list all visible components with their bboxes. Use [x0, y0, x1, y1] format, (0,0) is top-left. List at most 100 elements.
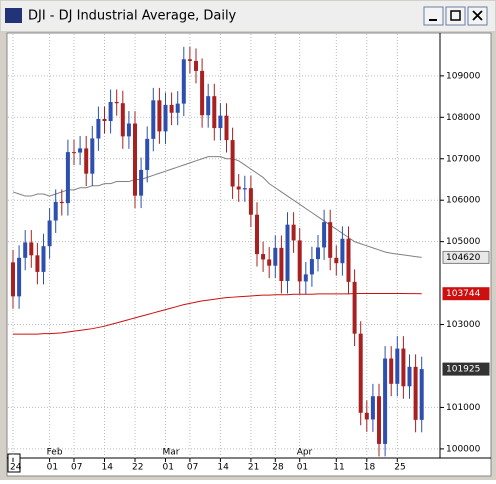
candle-body [395, 348, 400, 384]
candle-body [279, 247, 284, 282]
candle-body [273, 247, 278, 266]
x-tick-label: 07 [187, 463, 198, 473]
candle-body [218, 115, 223, 129]
candle-body [340, 238, 345, 264]
candle-body [328, 222, 333, 258]
candle-body [120, 103, 125, 137]
candle-body [383, 358, 388, 444]
candle-body [17, 257, 22, 297]
candle-body [255, 214, 259, 255]
x-tick-label: 01 [297, 463, 308, 473]
y-tick-label: 108000 [446, 113, 481, 123]
last-value-box [442, 250, 490, 264]
candle-body [187, 59, 192, 61]
candle-body [297, 240, 302, 282]
candle-body [133, 123, 137, 196]
last-value-box [442, 287, 490, 301]
x-tick-label: 14 [217, 463, 229, 473]
last-value-label: 104620 [446, 253, 481, 263]
app-icon [5, 8, 22, 23]
moving-average-line [12, 156, 422, 258]
candle-body [194, 60, 198, 71]
y-tick-label: 101000 [446, 403, 481, 413]
candle-body [84, 148, 89, 174]
y-tick-label: 105000 [446, 237, 481, 247]
candle-body [102, 118, 107, 122]
candle-body [108, 101, 113, 122]
candle-body [78, 148, 83, 153]
x-tick-label: 07 [71, 463, 82, 473]
candle-body [126, 123, 131, 137]
candle-body [11, 262, 15, 297]
candle-body [389, 358, 394, 384]
candle-body [242, 188, 247, 190]
candle-body [291, 224, 296, 241]
candle-body [35, 255, 40, 272]
maximize-button[interactable] [445, 6, 466, 26]
x-tick-label: 14 [102, 463, 114, 473]
y-tick-label: 107000 [446, 154, 481, 164]
x-tick-label: 11 [333, 463, 344, 473]
candle-body [413, 366, 418, 420]
candle-body [346, 238, 351, 282]
month-label: Feb [47, 448, 63, 458]
month-label: Mar [163, 448, 180, 458]
month-label: Apr [297, 448, 313, 458]
x-tick-label: 18 [364, 463, 376, 473]
last-value-label: 101925 [446, 365, 480, 375]
candle-body [114, 101, 119, 104]
candle-body [316, 247, 320, 260]
candle-body [303, 274, 308, 282]
title-bar [1, 1, 495, 31]
candle-body [236, 186, 241, 190]
last-value-label: 103744 [446, 289, 481, 299]
candle-body [309, 259, 314, 275]
candle-body [72, 152, 76, 154]
candle-body [377, 396, 381, 444]
close-icon [472, 10, 483, 21]
candle-body [248, 188, 253, 215]
candle-body [267, 259, 272, 266]
x-tick-label: 24 [10, 463, 22, 473]
candle-body [23, 242, 28, 258]
candle-body [419, 369, 424, 420]
candle-body [261, 254, 266, 260]
candle-body [29, 242, 34, 256]
candle-body [200, 70, 205, 116]
last-value-box [442, 362, 490, 376]
candle-body [139, 169, 144, 196]
y-tick-label: 109000 [446, 71, 481, 81]
candle-body [352, 281, 357, 334]
candle-body [163, 104, 168, 132]
candle-body [157, 100, 162, 132]
x-tick-label: 01 [163, 463, 174, 473]
chart-area [6, 32, 492, 477]
candle-body [206, 96, 211, 116]
candle-body [169, 104, 174, 113]
candle-body [224, 115, 229, 141]
candle-body [151, 100, 156, 139]
x-tick-label: 21 [248, 463, 259, 473]
scroll-box[interactable] [7, 453, 21, 473]
candle-body [90, 138, 95, 174]
candle-body [175, 103, 180, 113]
candle-body [364, 412, 369, 420]
minimize-button[interactable] [423, 6, 444, 26]
candle-body [47, 220, 52, 247]
candle-body [407, 366, 412, 387]
window-title: DJI - DJ Industrial Average, Daily [28, 9, 237, 24]
candle-body [401, 348, 406, 387]
candle-body [358, 333, 363, 413]
candle-body [53, 201, 58, 221]
y-tick-label: 106000 [446, 196, 481, 206]
candle-body [59, 201, 64, 204]
x-tick-label: 25 [394, 463, 405, 473]
candle-body [181, 59, 186, 104]
candle-body [41, 246, 46, 272]
candle-body [145, 138, 150, 170]
x-tick-label: 28 [272, 463, 284, 473]
candle-body [322, 222, 327, 248]
x-tick-label: 01 [47, 463, 58, 473]
y-tick-label: 103000 [446, 320, 481, 330]
